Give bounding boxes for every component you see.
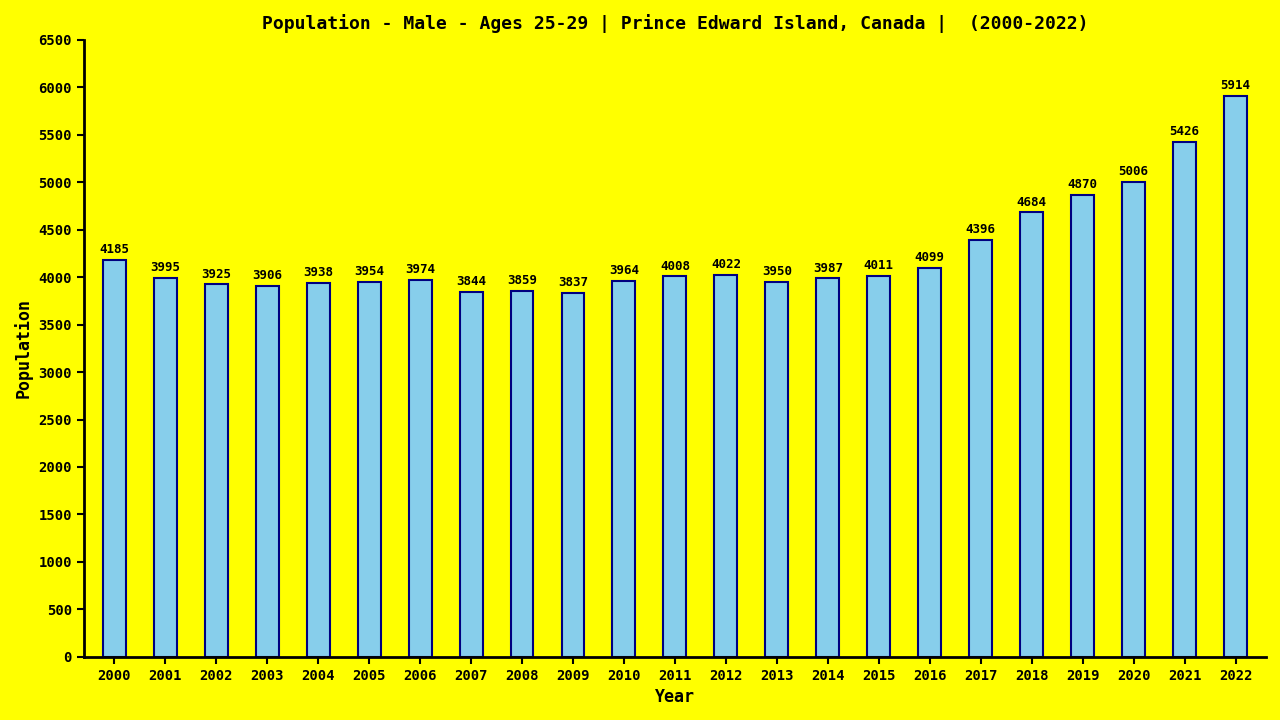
Text: 3995: 3995: [150, 261, 180, 274]
Bar: [1123, 181, 1146, 657]
Text: 4684: 4684: [1016, 196, 1047, 209]
Bar: [102, 260, 125, 657]
Bar: [1224, 96, 1247, 657]
Text: 3974: 3974: [404, 263, 435, 276]
Text: 3938: 3938: [303, 266, 333, 279]
Bar: [408, 279, 431, 657]
Bar: [663, 276, 686, 657]
Text: 4011: 4011: [864, 259, 893, 272]
Text: 3954: 3954: [355, 265, 384, 278]
Bar: [205, 284, 228, 657]
Text: 3987: 3987: [813, 261, 842, 274]
Text: 4022: 4022: [710, 258, 741, 271]
Bar: [154, 278, 177, 657]
Text: 3859: 3859: [507, 274, 538, 287]
Text: 4099: 4099: [915, 251, 945, 264]
Bar: [613, 281, 635, 657]
Text: 4870: 4870: [1068, 178, 1098, 191]
Text: 5426: 5426: [1170, 125, 1199, 138]
Title: Population - Male - Ages 25-29 | Prince Edward Island, Canada |  (2000-2022): Population - Male - Ages 25-29 | Prince …: [261, 14, 1088, 33]
Bar: [256, 286, 279, 657]
Bar: [307, 283, 330, 657]
Bar: [817, 279, 840, 657]
Text: 5914: 5914: [1221, 78, 1251, 91]
Bar: [511, 291, 534, 657]
Text: 5006: 5006: [1119, 165, 1148, 178]
Bar: [969, 240, 992, 657]
Bar: [918, 268, 941, 657]
Text: 3837: 3837: [558, 276, 588, 289]
X-axis label: Year: Year: [655, 688, 695, 706]
Y-axis label: Population: Population: [14, 298, 33, 398]
Bar: [1071, 194, 1094, 657]
Text: 3844: 3844: [456, 275, 486, 288]
Bar: [765, 282, 788, 657]
Bar: [1172, 142, 1196, 657]
Text: 3925: 3925: [201, 268, 232, 281]
Bar: [1020, 212, 1043, 657]
Text: 4396: 4396: [965, 222, 996, 236]
Text: 4008: 4008: [660, 260, 690, 273]
Text: 3906: 3906: [252, 269, 282, 282]
Bar: [714, 275, 737, 657]
Bar: [357, 282, 380, 657]
Bar: [562, 292, 585, 657]
Text: 3964: 3964: [609, 264, 639, 276]
Bar: [460, 292, 483, 657]
Text: 3950: 3950: [762, 265, 792, 278]
Bar: [868, 276, 891, 657]
Text: 4185: 4185: [100, 243, 129, 256]
